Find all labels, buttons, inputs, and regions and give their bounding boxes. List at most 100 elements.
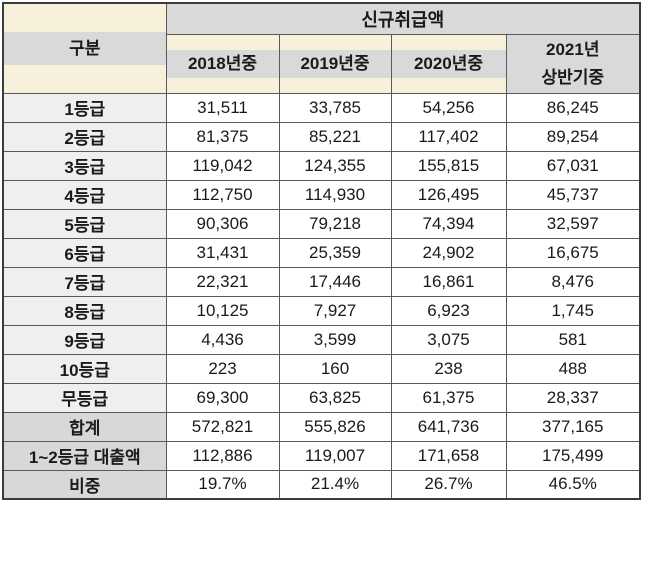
value-cell: 581 <box>505 324 641 355</box>
row-label: 1등급 <box>2 92 167 123</box>
table-row: 10등급 223 160 238 488 <box>2 353 641 384</box>
year-header-2018-label: 2018년중 <box>167 49 278 78</box>
value-cell: 3,599 <box>278 324 392 355</box>
value-cell: 79,218 <box>278 208 392 239</box>
row-label: 4등급 <box>2 179 167 210</box>
row-label: 5등급 <box>2 208 167 239</box>
table-row: 5등급 90,306 79,218 74,394 32,597 <box>2 208 641 239</box>
row-label: 8등급 <box>2 295 167 326</box>
year-header-row: 2018년중 2019년중 2020년중 2021년 상반기중 <box>3 33 641 94</box>
value-cell: 26.7% <box>390 469 507 500</box>
value-cell: 74,394 <box>390 208 507 239</box>
value-cell: 16,861 <box>390 266 507 297</box>
row-label: 2등급 <box>2 121 167 152</box>
row-label: 10등급 <box>2 353 167 384</box>
value-cell: 223 <box>165 353 280 384</box>
value-cell: 6,923 <box>390 295 507 326</box>
value-cell: 124,355 <box>278 150 392 181</box>
table-row: 합계 572,821 555,826 641,736 377,165 <box>2 411 641 442</box>
corner-header-label: 구분 <box>4 31 165 65</box>
value-cell: 641,736 <box>390 411 507 442</box>
value-cell: 377,165 <box>505 411 641 442</box>
row-label: 6등급 <box>2 237 167 268</box>
year-header-2019: 2019년중 <box>278 33 392 94</box>
value-cell: 16,675 <box>505 237 641 268</box>
value-cell: 24,902 <box>390 237 507 268</box>
value-cell: 33,785 <box>278 92 392 123</box>
row-label: 무등급 <box>2 382 167 413</box>
year-header-2021-line2: 상반기중 <box>541 67 605 87</box>
value-cell: 89,254 <box>505 121 641 152</box>
value-cell: 25,359 <box>278 237 392 268</box>
value-cell: 45,737 <box>505 179 641 210</box>
row-label: 3등급 <box>2 150 167 181</box>
value-cell: 112,886 <box>165 440 280 471</box>
value-cell: 21.4% <box>278 469 392 500</box>
value-cell: 119,007 <box>278 440 392 471</box>
row-label: 합계 <box>2 411 167 442</box>
value-cell: 555,826 <box>278 411 392 442</box>
value-cell: 46.5% <box>505 469 641 500</box>
value-cell: 3,075 <box>390 324 507 355</box>
table-row: 9등급 4,436 3,599 3,075 581 <box>2 324 641 355</box>
value-cell: 67,031 <box>505 150 641 181</box>
value-cell: 85,221 <box>278 121 392 152</box>
value-cell: 119,042 <box>165 150 280 181</box>
year-header-2019-label: 2019년중 <box>280 49 390 78</box>
row-label: 1~2등급 대출액 <box>2 440 167 471</box>
group-header-cell: 신규취급액 <box>165 2 641 35</box>
value-cell: 8,476 <box>505 266 641 297</box>
table-row: 비중 19.7% 21.4% 26.7% 46.5% <box>2 469 641 500</box>
value-cell: 4,436 <box>165 324 280 355</box>
value-cell: 112,750 <box>165 179 280 210</box>
value-cell: 19.7% <box>165 469 280 500</box>
value-cell: 22,321 <box>165 266 280 297</box>
value-cell: 7,927 <box>278 295 392 326</box>
value-cell: 81,375 <box>165 121 280 152</box>
value-cell: 69,300 <box>165 382 280 413</box>
year-header-2020: 2020년중 <box>390 33 507 94</box>
row-label: 9등급 <box>2 324 167 355</box>
table-row: 4등급 112,750 114,930 126,495 45,737 <box>2 179 641 210</box>
value-cell: 488 <box>505 353 641 384</box>
row-label: 비중 <box>2 469 167 500</box>
group-header-row: 구분 신규취급액 <box>2 2 641 94</box>
value-cell: 126,495 <box>390 179 507 210</box>
value-cell: 63,825 <box>278 382 392 413</box>
value-cell: 32,597 <box>505 208 641 239</box>
table-header: 구분 신규취급액 2018년중 2019년중 2020년중 2021년 상반기중 <box>2 2 641 94</box>
row-label: 7등급 <box>2 266 167 297</box>
value-cell: 10,125 <box>165 295 280 326</box>
table-body: 1등급 31,511 33,785 54,256 86,245 2등급 81,375 85,2… <box>2 92 641 500</box>
corner-header-cell: 구분 <box>2 2 167 94</box>
value-cell: 17,446 <box>278 266 392 297</box>
value-cell: 171,658 <box>390 440 507 471</box>
loan-grade-table: 구분 신규취급액 2018년중 2019년중 2020년중 2021년 상반기중… <box>2 2 641 500</box>
value-cell: 114,930 <box>278 179 392 210</box>
value-cell: 160 <box>278 353 392 384</box>
table-row: 1~2등급 대출액 112,886 119,007 171,658 175,499 <box>2 440 641 471</box>
table-row: 7등급 22,321 17,446 16,861 8,476 <box>2 266 641 297</box>
table-row: 무등급 69,300 63,825 61,375 28,337 <box>2 382 641 413</box>
table-row: 1등급 31,511 33,785 54,256 86,245 <box>2 92 641 123</box>
value-cell: 572,821 <box>165 411 280 442</box>
table-row: 2등급 81,375 85,221 117,402 89,254 <box>2 121 641 152</box>
value-cell: 28,337 <box>505 382 641 413</box>
value-cell: 155,815 <box>390 150 507 181</box>
value-cell: 31,511 <box>165 92 280 123</box>
table-row: 8등급 10,125 7,927 6,923 1,745 <box>2 295 641 326</box>
year-header-2018: 2018년중 <box>165 33 280 94</box>
value-cell: 1,745 <box>505 295 641 326</box>
table-row: 6등급 31,431 25,359 24,902 16,675 <box>2 237 641 268</box>
value-cell: 86,245 <box>505 92 641 123</box>
value-cell: 54,256 <box>390 92 507 123</box>
value-cell: 61,375 <box>390 382 507 413</box>
value-cell: 175,499 <box>505 440 641 471</box>
year-header-2020-label: 2020년중 <box>392 49 505 78</box>
year-header-2021-line1: 2021년 <box>546 40 600 60</box>
value-cell: 117,402 <box>390 121 507 152</box>
year-header-2021: 2021년 상반기중 <box>505 33 641 94</box>
value-cell: 31,431 <box>165 237 280 268</box>
value-cell: 90,306 <box>165 208 280 239</box>
value-cell: 238 <box>390 353 507 384</box>
